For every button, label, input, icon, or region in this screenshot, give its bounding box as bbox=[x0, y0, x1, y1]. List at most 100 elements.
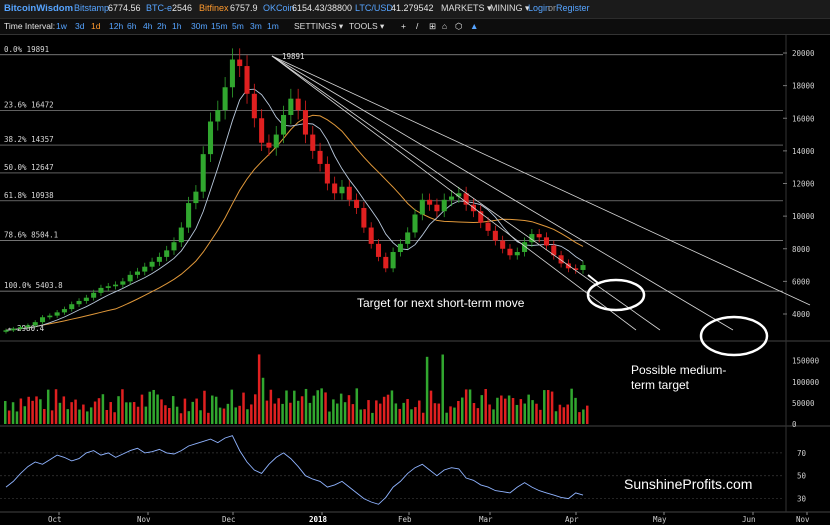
fast-moving-average-line bbox=[5, 88, 584, 331]
volume-bar bbox=[480, 395, 484, 424]
trend-line bbox=[271, 55, 734, 331]
volume-bar bbox=[222, 408, 226, 424]
volume-bar bbox=[566, 404, 569, 424]
volume-bar bbox=[171, 396, 175, 424]
volume-bar bbox=[293, 390, 296, 424]
interval-4h[interactable]: 4h bbox=[143, 21, 153, 31]
candle-body bbox=[383, 256, 389, 269]
volume-bar bbox=[500, 395, 503, 424]
fib-level-label: 78.6% 8504.1 bbox=[4, 231, 58, 240]
candle-body bbox=[142, 266, 148, 272]
volume-bar bbox=[195, 398, 198, 424]
candle-body bbox=[441, 199, 447, 212]
volume-bar bbox=[421, 412, 425, 424]
volume-bar bbox=[316, 390, 319, 424]
volume-bar bbox=[515, 404, 519, 424]
ticker-bitstamp-name[interactable]: Bitstamp bbox=[74, 3, 110, 13]
candle-body bbox=[361, 207, 367, 228]
tools-menu[interactable]: TOOLS ▾ bbox=[349, 21, 385, 31]
volume-bar bbox=[214, 396, 218, 424]
line-tool-icon[interactable]: / bbox=[416, 21, 419, 31]
volume-bar bbox=[101, 394, 105, 424]
candle-body bbox=[18, 327, 24, 329]
volume-bar bbox=[203, 390, 206, 424]
volume-bar bbox=[562, 407, 566, 424]
volume-bar bbox=[156, 394, 159, 424]
candle-body bbox=[281, 114, 287, 135]
volume-bar bbox=[519, 399, 523, 424]
candle-body bbox=[149, 261, 155, 267]
fib-tool-icon[interactable]: ⌂ bbox=[442, 21, 448, 31]
interval-1h[interactable]: 1h bbox=[172, 21, 182, 31]
candle-body bbox=[368, 227, 374, 244]
interval-15m[interactable]: 15m bbox=[211, 21, 228, 31]
volume-bar bbox=[128, 402, 132, 424]
interval-3m[interactable]: 3m bbox=[250, 21, 262, 31]
interval-12h[interactable]: 12h bbox=[109, 21, 124, 31]
volume-bar bbox=[320, 388, 323, 424]
interval-6h[interactable]: 6h bbox=[127, 21, 137, 31]
volume-bar bbox=[375, 400, 378, 424]
medium-term-target-label-line1: Possible medium- bbox=[631, 363, 727, 377]
candle-body bbox=[536, 234, 542, 238]
candle-body bbox=[32, 322, 38, 326]
rsi-tick-label: 70 bbox=[797, 449, 807, 458]
interval-1d[interactable]: 1d bbox=[91, 21, 101, 31]
volume-bar bbox=[187, 411, 191, 424]
interval-1m[interactable]: 1m bbox=[267, 21, 279, 31]
candle-body bbox=[551, 245, 557, 256]
volume-bar bbox=[191, 401, 194, 424]
shape-tool-icon[interactable]: ⬡ bbox=[455, 21, 463, 31]
volume-bar bbox=[531, 400, 534, 424]
volume-bar bbox=[82, 404, 85, 424]
ticker-ltcusd-value: 41.279542 bbox=[391, 3, 434, 13]
volume-bar bbox=[300, 396, 304, 424]
volume-bar bbox=[468, 389, 472, 424]
mining-menu[interactable]: MINING ▾ bbox=[490, 3, 530, 13]
volume-bar bbox=[160, 399, 163, 424]
login-link[interactable]: Login bbox=[528, 3, 551, 13]
rsi-tick-label: 50 bbox=[797, 472, 807, 481]
ticker-bitstamp-value: 6774.56 bbox=[108, 3, 141, 13]
volume-bar bbox=[390, 390, 394, 424]
candle-body bbox=[478, 211, 484, 223]
markets-menu[interactable]: MARKETS ▾ bbox=[441, 3, 492, 13]
register-link[interactable]: Register bbox=[556, 3, 590, 13]
volume-bar bbox=[121, 389, 124, 424]
ticker-bitfinex-name[interactable]: Bitfinex bbox=[199, 3, 229, 13]
volume-bar bbox=[253, 394, 257, 424]
candle-body bbox=[39, 317, 46, 323]
crosshair-tool-icon[interactable]: + bbox=[401, 21, 406, 31]
x-tick-label: Apr bbox=[565, 515, 579, 524]
candle-body bbox=[565, 263, 571, 269]
rectangle-tool-icon[interactable]: ⊞ bbox=[429, 21, 437, 31]
brand-logo[interactable]: BitcoinWisdom bbox=[4, 3, 74, 14]
volume-bar bbox=[86, 411, 89, 424]
price-tick-label: 12000 bbox=[792, 180, 815, 189]
alert-bell-icon[interactable]: ▲ bbox=[470, 21, 479, 31]
interval-3d[interactable]: 3d bbox=[75, 21, 85, 31]
price-chart[interactable]: 20000 18000 16000 14000 12000 10000 8000 6000 40… bbox=[0, 35, 830, 525]
volume-bar bbox=[89, 407, 93, 424]
interval-2h[interactable]: 2h bbox=[157, 21, 167, 31]
x-tick-label: 2018 bbox=[309, 515, 328, 524]
volume-bar bbox=[332, 399, 335, 424]
volume-bar bbox=[336, 403, 339, 424]
price-tick-label: 8000 bbox=[792, 245, 811, 254]
ticker-okcoin-name[interactable]: OKCoin bbox=[263, 3, 295, 13]
ticker-btce-name[interactable]: BTC-e bbox=[146, 3, 173, 13]
volume-bar bbox=[43, 408, 46, 424]
interval-30m[interactable]: 30m bbox=[191, 21, 208, 31]
ticker-ltcusd-name[interactable]: LTC/USD bbox=[355, 3, 393, 13]
volume-bar bbox=[152, 389, 155, 424]
interval-1w[interactable]: 1w bbox=[56, 21, 67, 31]
interval-5m[interactable]: 5m bbox=[232, 21, 244, 31]
settings-menu[interactable]: SETTINGS ▾ bbox=[294, 21, 344, 31]
top-header: BitcoinWisdom Bitstamp 6774.56 BTC-e 254… bbox=[0, 0, 830, 19]
volume-bar bbox=[550, 391, 554, 424]
volume-bar bbox=[582, 409, 585, 424]
volume-bar bbox=[539, 409, 542, 424]
price-tick-label: 20000 bbox=[792, 49, 815, 58]
volume-bar bbox=[140, 394, 144, 424]
volume-bar bbox=[78, 409, 81, 424]
